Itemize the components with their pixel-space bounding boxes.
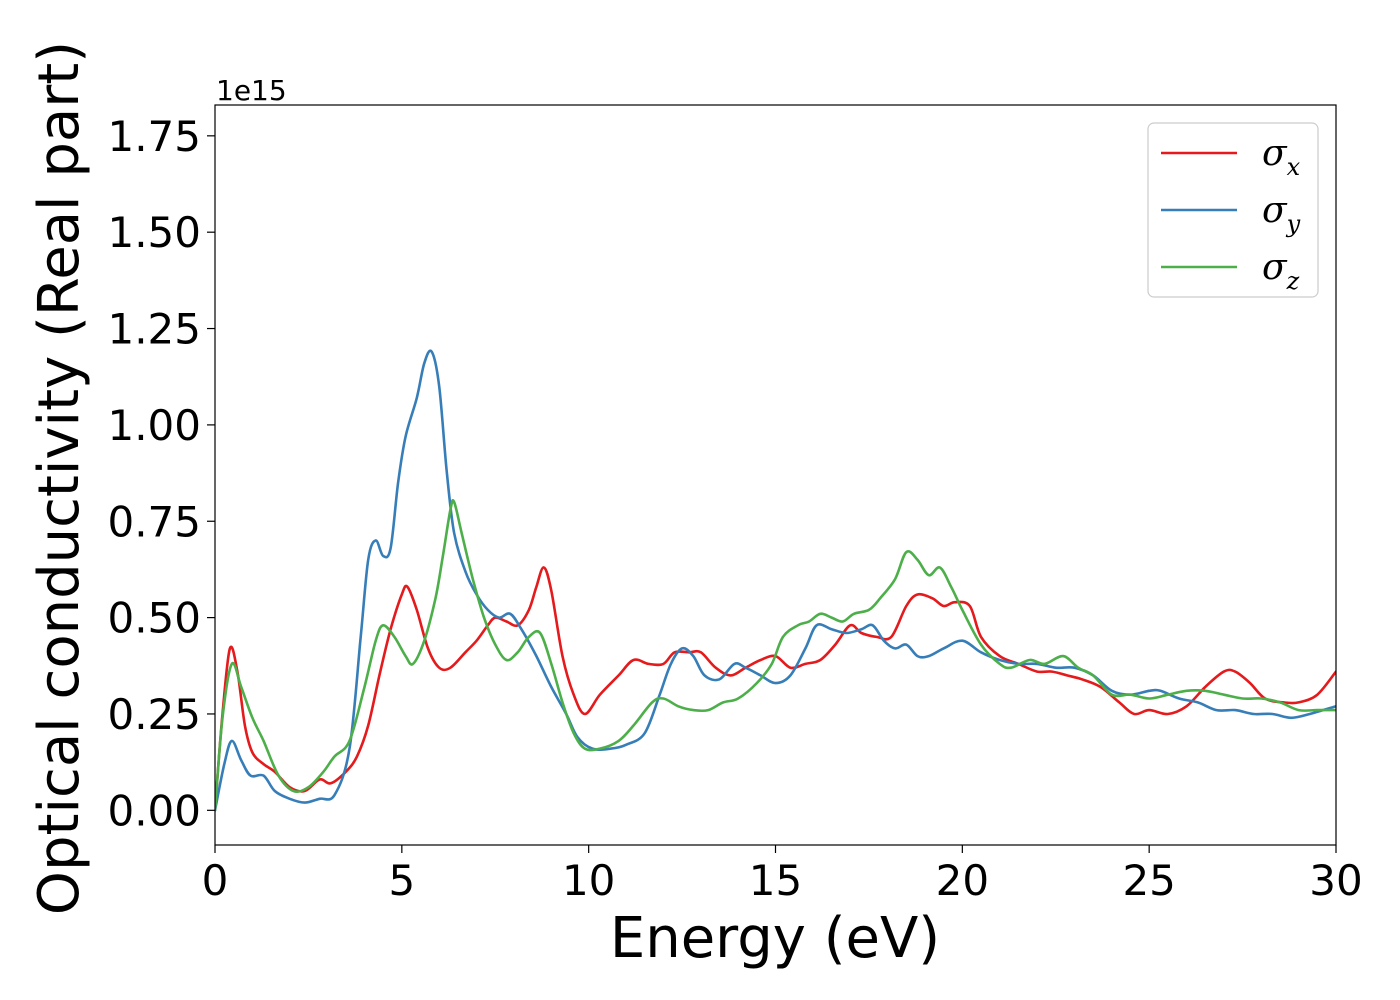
x-tick-label: 30 [1309, 856, 1362, 905]
series-layer [215, 349, 1336, 812]
series-line-sigma-z [215, 498, 1336, 812]
y-tick-label: 0.00 [107, 786, 201, 835]
legend-label-sigma-x: σx [1262, 133, 1301, 181]
x-tick-label: 15 [749, 856, 802, 905]
legend-subscript: y [1286, 210, 1301, 238]
y-tick-label: 0.50 [107, 594, 201, 643]
x-tick-label: 10 [562, 856, 615, 905]
legend-symbol: σ [1262, 190, 1288, 231]
legend-label-sigma-z: σz [1262, 247, 1300, 295]
series-line-sigma-x [215, 566, 1336, 812]
legend-symbol: σ [1262, 247, 1288, 288]
series-line-sigma-y [215, 349, 1336, 812]
y-tick-label: 1.50 [107, 208, 201, 257]
x-axis: 0 5 10 15 20 25 30 [202, 845, 1363, 905]
x-tick-label: 5 [388, 856, 415, 905]
y-tick-label: 1.25 [107, 305, 201, 354]
y-tick-label: 0.75 [107, 497, 201, 546]
legend-subscript: z [1286, 267, 1300, 295]
legend-label-sigma-y: σy [1262, 190, 1301, 238]
y-offset-label: 1e15 [216, 74, 287, 107]
x-axis-title: Energy (eV) [610, 906, 940, 971]
y-tick-label: 0.25 [107, 690, 201, 739]
y-tick-label: 1.00 [107, 401, 201, 450]
y-axis: 0.00 0.25 0.50 0.75 1.00 1.25 1.50 1.75 [107, 112, 215, 835]
legend-subscript: x [1287, 153, 1301, 181]
y-axis-title: Optical conductivity (Real part) [27, 41, 92, 915]
x-tick-label: 0 [202, 856, 229, 905]
legend-symbol: σ [1262, 133, 1288, 174]
x-tick-label: 25 [1122, 856, 1175, 905]
y-tick-label: 1.75 [107, 112, 201, 161]
x-tick-label: 20 [936, 856, 989, 905]
